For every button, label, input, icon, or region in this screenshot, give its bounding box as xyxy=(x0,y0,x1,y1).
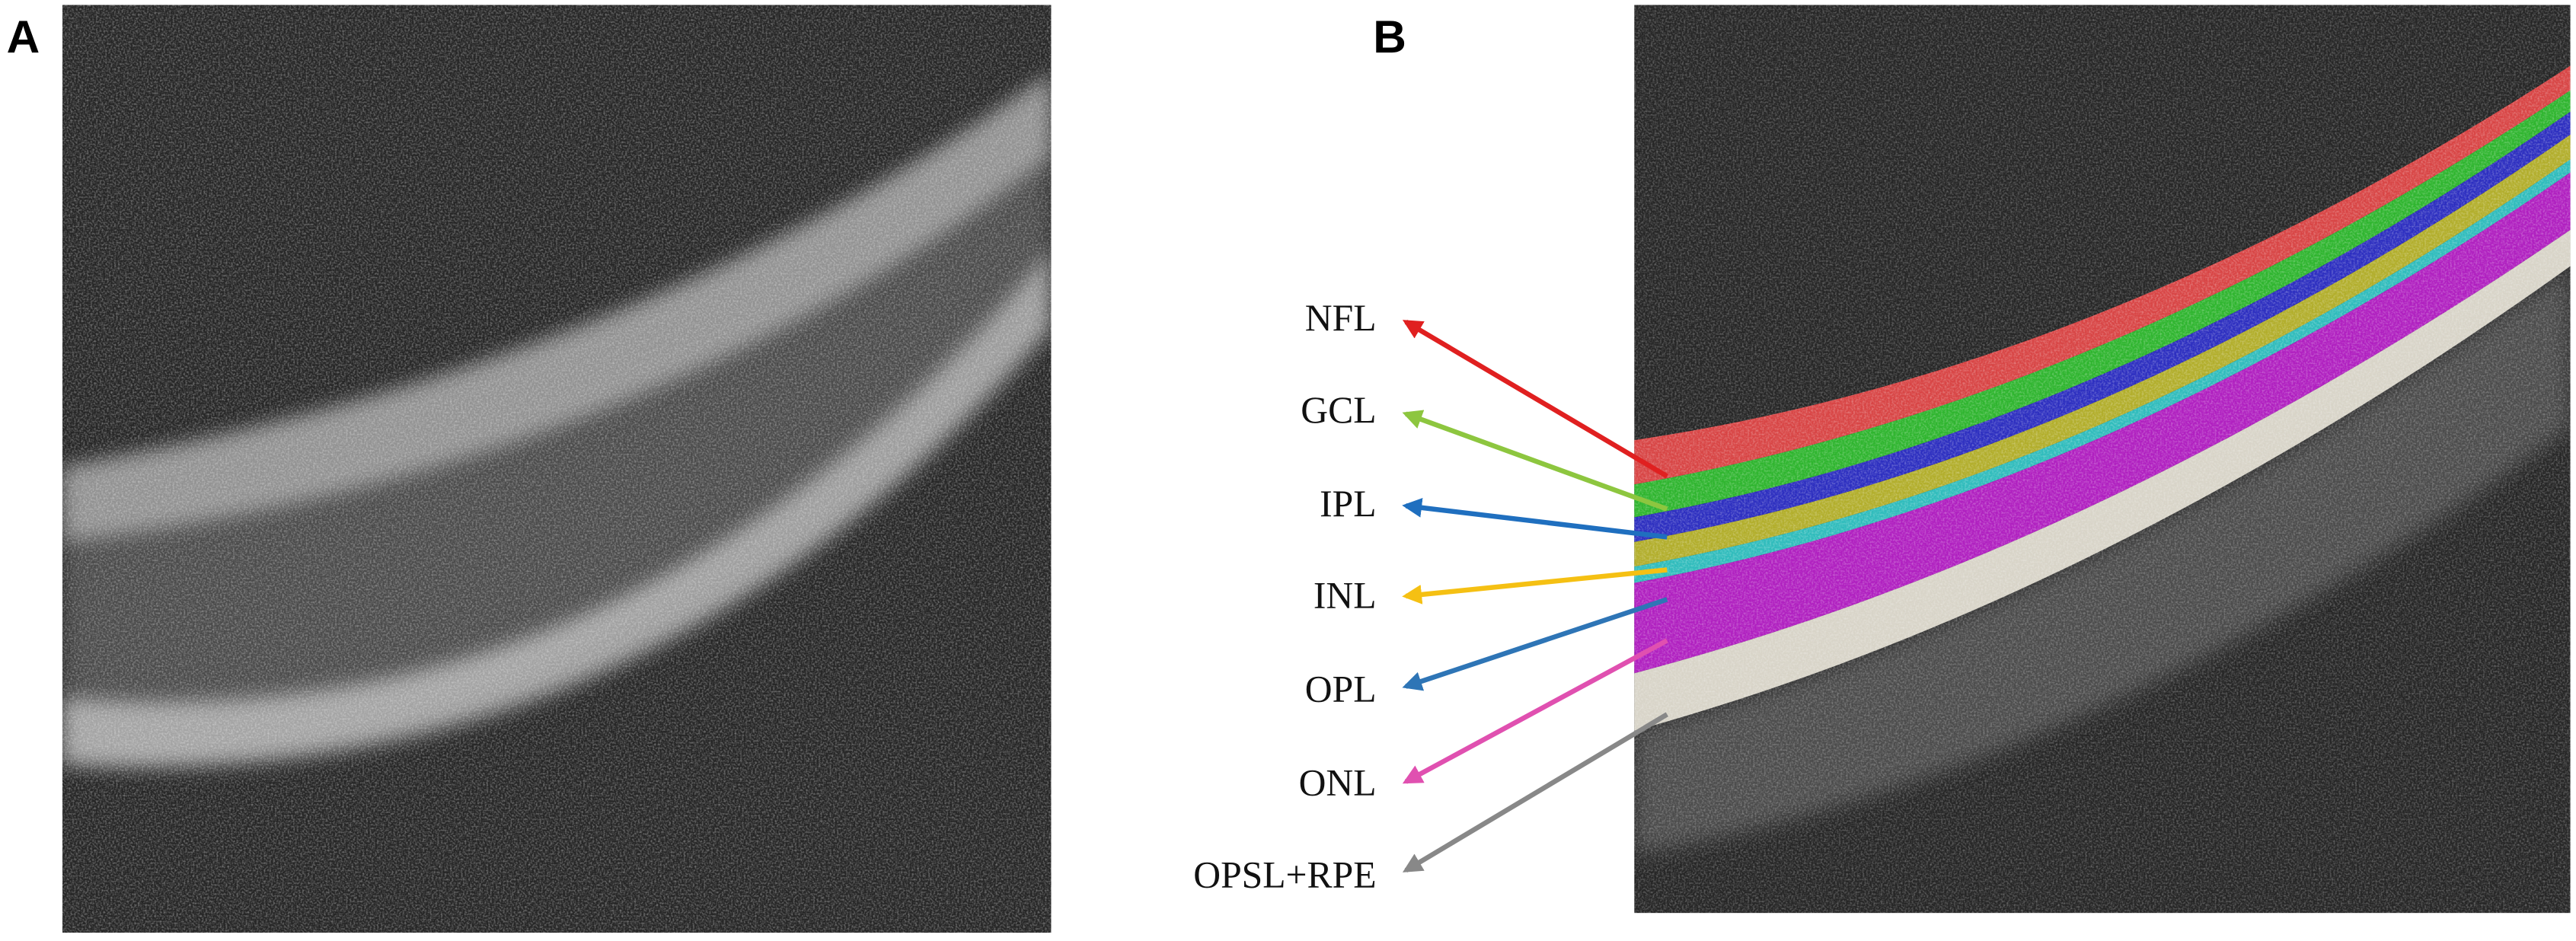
panel-label: B xyxy=(1373,11,1406,62)
arrow xyxy=(1402,638,1668,784)
oct-image-b xyxy=(1634,5,2571,914)
layer-label: INL xyxy=(1314,575,1377,617)
arrow xyxy=(1402,410,1668,512)
panel-label: A xyxy=(7,11,40,62)
oct-image-a xyxy=(62,5,1052,933)
layer-label: IPL xyxy=(1320,483,1376,525)
layer-label: GCL xyxy=(1301,389,1376,431)
layer-label: OPL xyxy=(1305,668,1377,710)
arrow xyxy=(1402,320,1668,479)
arrow xyxy=(1402,712,1668,873)
layer-label: OPSL+RPE xyxy=(1193,853,1376,895)
layer-label: ONL xyxy=(1299,762,1377,804)
layer-label: NFL xyxy=(1305,297,1377,339)
arrows xyxy=(1402,320,1668,873)
arrow xyxy=(1402,567,1668,604)
arrow xyxy=(1402,497,1668,540)
arrow xyxy=(1402,597,1668,691)
